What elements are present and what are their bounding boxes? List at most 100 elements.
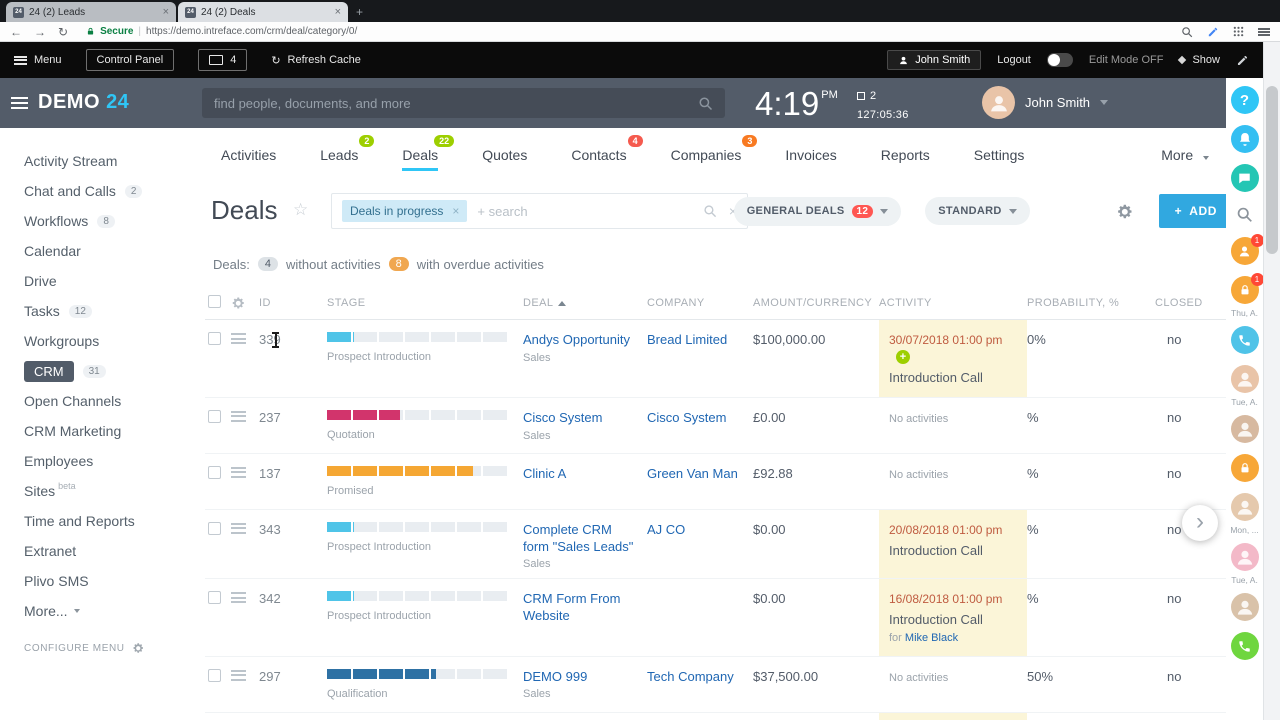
col-id[interactable]: ID xyxy=(259,296,271,309)
sidebar-item-calendar[interactable]: Calendar xyxy=(24,243,81,259)
global-search-input[interactable]: find people, documents, and more xyxy=(202,88,725,118)
activity-person-link[interactable]: Mike Black xyxy=(904,632,959,645)
filter-search-hint[interactable]: + search xyxy=(477,203,528,219)
deal-link[interactable]: Complete CRM form "Sales Leads" xyxy=(523,521,634,554)
activity-date-link[interactable]: 20/08/2018 01:00 pm xyxy=(889,522,1003,537)
row-checkbox[interactable] xyxy=(208,332,221,345)
avatar[interactable] xyxy=(1230,543,1259,571)
messenger-icon[interactable] xyxy=(1230,164,1259,192)
filter-search-box[interactable]: Deals in progress × + search × xyxy=(331,193,748,229)
secure-chat-icon[interactable] xyxy=(1230,454,1259,482)
category-selector[interactable]: GENERAL DEALS 12 xyxy=(733,196,902,226)
sidebar-item-drive[interactable]: Drive xyxy=(24,273,57,289)
nav-tab-deals[interactable]: Deals 22 xyxy=(402,135,455,171)
col-probability[interactable]: PROBABILITY, % xyxy=(1027,296,1120,309)
sidebar-item-tasks[interactable]: Tasks 12 xyxy=(0,296,200,326)
row-menu-icon[interactable] xyxy=(231,333,246,344)
sidebar-item-crm[interactable]: CRM 31 xyxy=(0,356,200,386)
edit-pencil-icon[interactable] xyxy=(1207,26,1219,38)
row-menu-icon[interactable] xyxy=(231,410,246,422)
new-tab-button[interactable]: + xyxy=(356,5,364,19)
browser-tab-leads[interactable]: 24 24 (2) Leads × xyxy=(6,2,176,22)
header-user-menu[interactable]: John Smith xyxy=(982,86,1109,119)
select-all-checkbox[interactable] xyxy=(208,294,221,308)
nav-tab-more[interactable]: More xyxy=(1161,147,1209,163)
nav-tab-settings[interactable]: Settings xyxy=(973,147,1025,163)
columns-settings-button[interactable] xyxy=(231,296,259,310)
activity-date-link[interactable]: 16/08/2018 01:00 pm xyxy=(889,592,1003,607)
no-activity-count-badge[interactable]: 4 xyxy=(257,257,278,271)
list-settings-button[interactable] xyxy=(1116,203,1133,220)
row-checkbox[interactable] xyxy=(208,465,221,479)
company-link[interactable]: Tech Company xyxy=(647,668,734,684)
apps-grid-icon[interactable] xyxy=(1233,26,1244,37)
reload-icon[interactable]: ↻ xyxy=(58,24,69,39)
nav-tab-invoices[interactable]: Invoices xyxy=(785,147,837,163)
overdue-count-badge[interactable]: 8 xyxy=(388,257,409,271)
edit-mode-toggle[interactable] xyxy=(1046,53,1073,67)
configure-menu-button[interactable]: CONFIGURE MENU xyxy=(0,642,200,654)
notifications-icon[interactable] xyxy=(1230,125,1259,153)
col-activity[interactable]: ACTIVITY xyxy=(879,296,932,309)
activity-date-link[interactable]: 30/07/2018 01:00 pm xyxy=(889,333,1003,347)
scrollbar-thumb[interactable] xyxy=(1266,86,1278,254)
search-icon[interactable] xyxy=(1236,206,1253,223)
secure-chat-icon[interactable]: 1 xyxy=(1230,273,1264,304)
avatar[interactable] xyxy=(1230,593,1259,621)
nav-tab-activities[interactable]: Activities xyxy=(221,147,277,163)
close-tab-icon[interactable]: × xyxy=(334,6,341,18)
preset-selector[interactable]: STANDARD xyxy=(925,197,1030,225)
sidebar-item-activity-stream[interactable]: Activity Stream xyxy=(24,153,118,169)
company-link[interactable]: AJ CO xyxy=(647,521,686,537)
deal-link[interactable]: Clinic A xyxy=(523,465,567,481)
clear-filter-icon[interactable]: × xyxy=(728,203,737,219)
wand-icon[interactable] xyxy=(1236,54,1249,67)
logout-link[interactable]: Logout xyxy=(997,54,1031,66)
remove-filter-icon[interactable]: × xyxy=(452,204,460,218)
col-stage[interactable]: STAGE xyxy=(327,296,366,309)
col-deal[interactable]: DEAL xyxy=(523,297,647,309)
page-scrollbar[interactable] xyxy=(1263,42,1280,720)
address-field[interactable]: Secure | https://demo.intreface.com/crm/… xyxy=(80,26,1169,37)
sidebar-item-plivo-sms[interactable]: Plivo SMS xyxy=(24,573,89,589)
forward-icon[interactable]: → xyxy=(34,24,46,39)
sidebar-item-sites[interactable]: Sites beta xyxy=(24,481,76,499)
nav-tab-contacts[interactable]: Contacts 4 xyxy=(571,135,643,163)
col-company[interactable]: COMPANY xyxy=(647,296,705,309)
sidebar-item-extranet[interactable]: Extranet xyxy=(24,543,77,559)
browser-tab-deals[interactable]: 24 24 (2) Deals × xyxy=(178,2,348,22)
monitor-sessions-button[interactable]: 4 xyxy=(198,49,248,71)
sidebar-item-crm-marketing[interactable]: CRM Marketing xyxy=(24,423,122,439)
close-tab-icon[interactable]: × xyxy=(162,6,169,18)
row-menu-icon[interactable] xyxy=(231,466,246,478)
deal-link[interactable]: Cisco System xyxy=(523,409,603,425)
col-closed[interactable]: CLOSED xyxy=(1155,296,1203,309)
sidebar-item-time-and-reports[interactable]: Time and Reports xyxy=(24,513,135,529)
avatar[interactable] xyxy=(1230,365,1259,393)
show-button[interactable]: Show xyxy=(1178,54,1220,66)
refresh-cache-button[interactable]: ↻ Refresh Cache xyxy=(271,54,361,67)
help-icon[interactable]: ? xyxy=(1230,86,1259,114)
sidebar-item-workgroups[interactable]: Workgroups xyxy=(24,333,100,349)
header-menu-icon[interactable] xyxy=(11,97,28,109)
clock[interactable]: 4:19 PM xyxy=(755,85,838,122)
row-checkbox[interactable] xyxy=(208,409,221,423)
col-amount[interactable]: AMOUNT/CURRENCY xyxy=(753,296,873,309)
row-checkbox[interactable] xyxy=(208,521,221,535)
sidebar-item-more[interactable]: More... xyxy=(0,596,200,626)
sidebar-item-workflows[interactable]: Workflows 8 xyxy=(0,206,200,236)
nav-tab-companies[interactable]: Companies 3 xyxy=(671,135,758,163)
control-panel-button[interactable]: Control Panel xyxy=(85,49,175,71)
contacts-icon[interactable]: 1 xyxy=(1230,234,1264,265)
search-icon[interactable] xyxy=(703,204,717,218)
callback-icon[interactable] xyxy=(1230,326,1259,354)
admin-menu-button[interactable]: Menu xyxy=(14,54,62,66)
scroll-right-button[interactable]: › xyxy=(1182,505,1218,541)
row-checkbox[interactable] xyxy=(208,668,221,682)
call-icon[interactable] xyxy=(1230,632,1259,660)
company-link[interactable]: Bread Limited xyxy=(647,332,728,347)
row-menu-icon[interactable] xyxy=(231,592,246,604)
company-link[interactable]: Green Van Man xyxy=(647,465,738,481)
avatar[interactable] xyxy=(1230,415,1259,443)
deal-link[interactable]: CRM Form From Website xyxy=(523,591,621,624)
